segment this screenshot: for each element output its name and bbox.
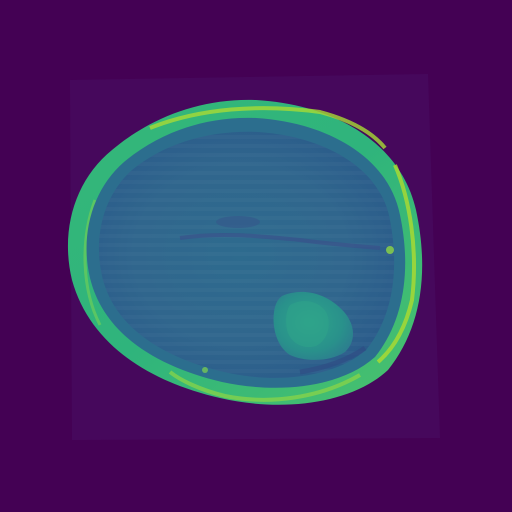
skull-highlight-left — [83, 199, 102, 326]
posterior-dark-edge — [299, 345, 367, 375]
bright-spot-right — [386, 246, 394, 254]
skull-highlight-top — [149, 106, 387, 150]
bright-spot-bottom — [202, 367, 208, 373]
midline-structure — [179, 232, 381, 250]
skull-highlight-bottom — [168, 370, 361, 402]
skull-highlight-right — [376, 164, 416, 364]
ventricle-dark — [216, 216, 260, 228]
lesion-core — [286, 300, 329, 348]
